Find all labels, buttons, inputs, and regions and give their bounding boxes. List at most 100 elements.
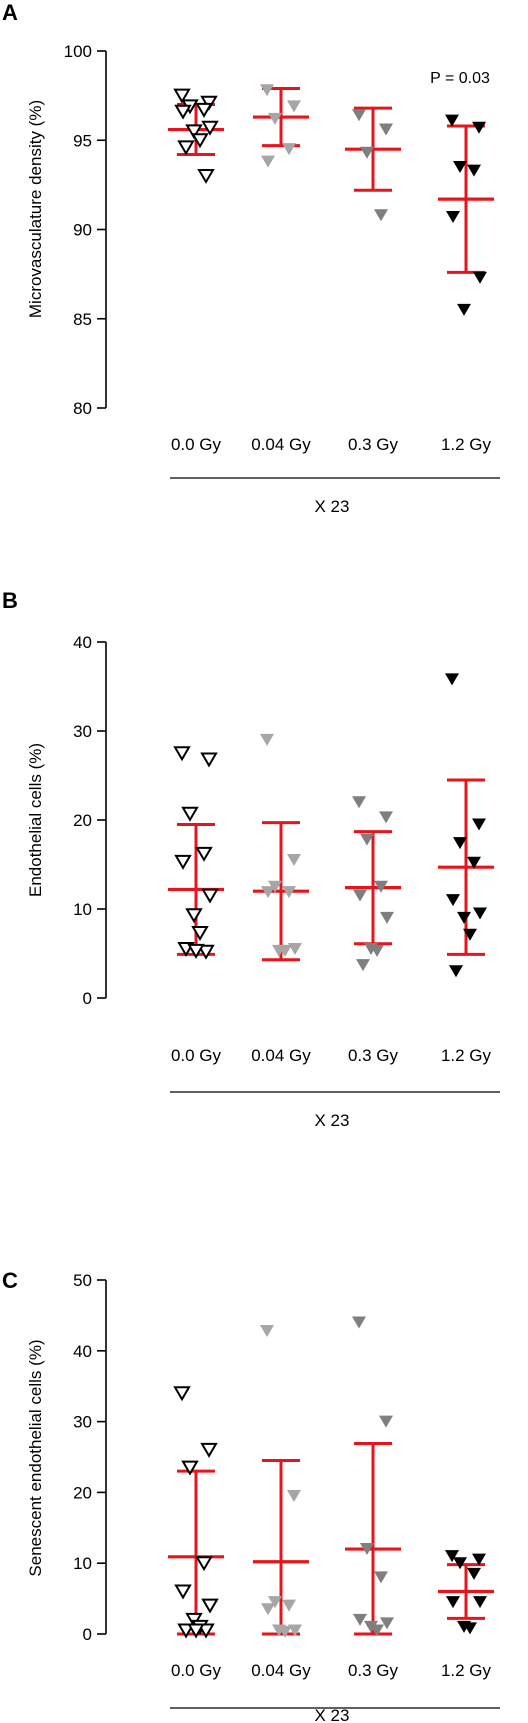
data-point [353, 1613, 367, 1626]
data-point [379, 1415, 393, 1428]
y-tick-label: 50 [73, 1271, 92, 1290]
data-point [174, 854, 192, 870]
data-point [453, 161, 467, 174]
data-point [446, 894, 460, 907]
data-point [282, 1599, 296, 1612]
y-tick-label: 80 [73, 399, 92, 418]
data-point [197, 1623, 215, 1639]
panel-letter-a: A [2, 0, 18, 25]
data-point [473, 1596, 487, 1609]
data-point [360, 146, 374, 159]
panel-letter-c: C [2, 1268, 18, 1293]
data-point [472, 818, 486, 831]
data-point [197, 168, 215, 184]
y-axis-label-c: Senescent endothelial cells (%) [26, 1339, 45, 1576]
data-point [200, 752, 218, 768]
data-point [287, 1489, 301, 1502]
data-points-a [173, 84, 487, 316]
data-points-c [173, 1316, 487, 1639]
data-point [187, 943, 205, 959]
category-label: 1.2 Gy [441, 1046, 492, 1065]
data-point [177, 140, 195, 156]
panel-b: B Endothelial cells (%) 0 10 20 30 40 0.0 Gy… [2, 588, 500, 1130]
y-axis-a: 80 85 90 95 100 [64, 42, 107, 418]
data-point [463, 1622, 477, 1635]
data-point [195, 846, 213, 862]
data-point [463, 928, 477, 941]
data-point [197, 944, 215, 960]
data-point [260, 1324, 274, 1337]
data-point [449, 965, 463, 978]
data-point [380, 1617, 394, 1630]
data-point [446, 1596, 460, 1609]
data-point [282, 143, 296, 156]
data-point [374, 209, 388, 222]
y-axis-label-a: Microvasculature density (%) [26, 100, 45, 318]
data-point [352, 109, 366, 122]
y-tick-label: 40 [73, 633, 92, 652]
y-tick-label: 10 [73, 1554, 92, 1573]
data-point [191, 926, 209, 942]
data-point [185, 1612, 203, 1628]
data-point [173, 88, 191, 104]
data-point [353, 889, 367, 902]
data-point [201, 120, 219, 136]
error-bars-b [168, 778, 494, 962]
category-label: 0.0 Gy [171, 1661, 222, 1680]
y-axis-label-b: Endothelial cells (%) [26, 743, 45, 897]
data-point [472, 1553, 486, 1566]
y-tick-label: 40 [73, 1342, 92, 1361]
data-point [268, 880, 282, 893]
data-point [174, 104, 192, 120]
data-point [261, 886, 275, 899]
data-point [191, 133, 209, 149]
y-tick-label: 0 [83, 1625, 92, 1644]
y-tick-label: 95 [73, 131, 92, 150]
y-tick-label: 10 [73, 900, 92, 919]
category-labels-a: 0.0 Gy 0.04 Gy 0.3 Gy 1.2 Gy [171, 435, 492, 454]
data-point [370, 944, 384, 957]
data-point [288, 1624, 302, 1637]
data-point [370, 1624, 384, 1637]
data-point [201, 1598, 219, 1614]
y-tick-label: 85 [73, 310, 92, 329]
data-point [467, 856, 481, 869]
data-point [473, 907, 487, 920]
y-tick-label: 30 [73, 1413, 92, 1432]
data-point [457, 911, 471, 924]
category-label: 0.0 Gy [171, 435, 222, 454]
data-point [472, 121, 486, 134]
data-point [181, 806, 199, 822]
p-value-annotation: P = 0.03 [430, 70, 490, 87]
data-point [473, 271, 487, 284]
error-bars-c [168, 1442, 494, 1636]
panel-c: C Senescent endothelial cells (%) 0 10 20 3… [2, 1268, 500, 1723]
category-label: 0.3 Gy [348, 435, 399, 454]
data-point [278, 944, 292, 957]
y-tick-label: 30 [73, 722, 92, 741]
group-label-a: X 23 [315, 497, 350, 516]
data-point [288, 943, 302, 956]
data-point [379, 811, 393, 824]
data-point [195, 102, 213, 118]
data-point [445, 673, 459, 686]
group-label-c: X 23 [315, 1706, 350, 1723]
data-point [453, 1557, 467, 1570]
data-point [360, 833, 374, 846]
data-point [374, 880, 388, 893]
category-label: 1.2 Gy [441, 1661, 492, 1680]
category-label: 0.04 Gy [251, 1046, 311, 1065]
data-point [268, 1596, 282, 1609]
data-point [457, 303, 471, 316]
panel-letter-b: B [2, 588, 18, 613]
data-point [260, 733, 274, 746]
data-point [287, 100, 301, 113]
category-label: 0.3 Gy [348, 1046, 399, 1065]
data-point [445, 114, 459, 127]
data-point [187, 1623, 205, 1639]
category-label: 0.3 Gy [348, 1661, 399, 1680]
error-bars-a [168, 86, 494, 274]
category-label: 0.04 Gy [251, 1661, 311, 1680]
data-point [364, 1620, 378, 1633]
